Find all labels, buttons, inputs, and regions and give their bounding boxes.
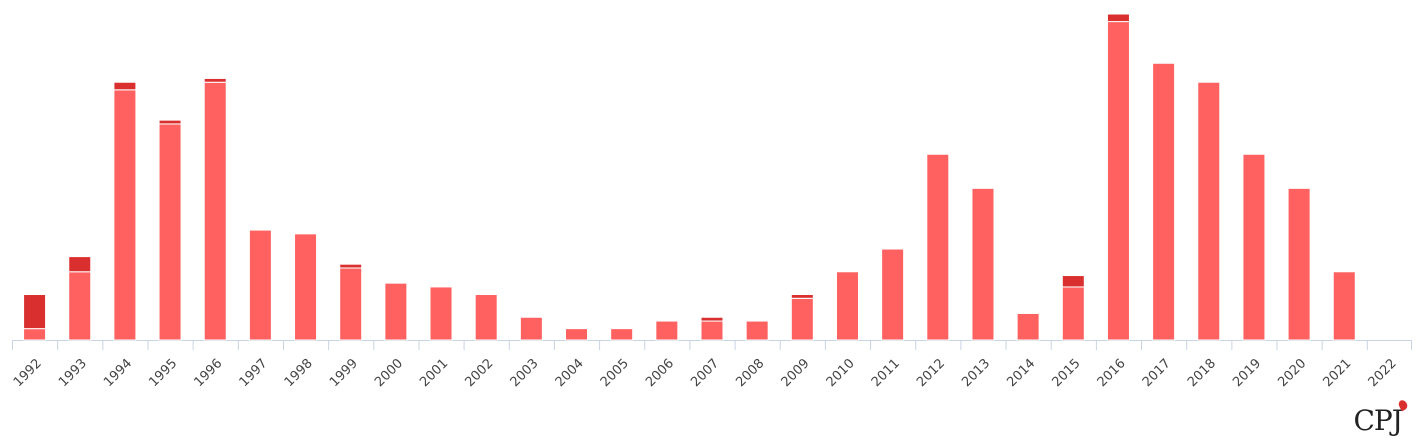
x-tick-label: 2021 <box>1320 356 1354 390</box>
x-tick-label: 2005 <box>598 356 632 390</box>
bar-secondary-2009[interactable] <box>790 294 814 299</box>
x-tick-label: 2015 <box>1050 356 1084 390</box>
x-tick-label: 2017 <box>1140 356 1174 390</box>
x-tick-label: 1992 <box>11 356 45 390</box>
x-tick-label: 2003 <box>508 356 542 390</box>
bar-primary-2015[interactable] <box>1061 286 1085 341</box>
bar-secondary-2007[interactable] <box>700 316 724 322</box>
bar-secondary-1995[interactable] <box>158 119 182 125</box>
bar-primary-2009[interactable] <box>790 297 814 341</box>
x-tick-label: 2018 <box>1185 356 1219 390</box>
bar-primary-2001[interactable] <box>429 286 453 341</box>
bar-primary-1995[interactable] <box>158 123 182 341</box>
x-tick-label: 2022 <box>1366 356 1400 390</box>
bar-primary-1993[interactable] <box>68 271 92 341</box>
bar-primary-2004[interactable] <box>565 328 589 341</box>
x-tick-label: 2009 <box>779 356 813 390</box>
x-tick-label: 2002 <box>462 356 496 390</box>
bar-primary-2018[interactable] <box>1197 81 1221 341</box>
x-tick-label: 1997 <box>237 356 271 390</box>
bar-primary-2012[interactable] <box>926 153 950 341</box>
bar-primary-1992[interactable] <box>23 328 47 341</box>
x-tick-label: 1995 <box>146 356 180 390</box>
bar-primary-1997[interactable] <box>248 229 272 341</box>
bar-primary-1998[interactable] <box>294 233 318 341</box>
x-tick-label: 2007 <box>688 356 722 390</box>
bar-primary-2006[interactable] <box>655 320 679 341</box>
x-tick-label: 2019 <box>1230 356 1264 390</box>
bar-primary-2003[interactable] <box>519 316 543 341</box>
bar-secondary-2016[interactable] <box>1106 13 1130 23</box>
bar-primary-2020[interactable] <box>1287 187 1311 341</box>
bar-primary-2005[interactable] <box>610 328 634 341</box>
cpj-logo: CPJ <box>1353 398 1409 437</box>
bar-secondary-1992[interactable] <box>23 294 47 330</box>
bar-secondary-2015[interactable] <box>1061 275 1085 288</box>
x-tick-label: 2004 <box>553 356 587 390</box>
bar-primary-1994[interactable] <box>113 89 137 341</box>
x-tick-label: 1993 <box>56 356 90 390</box>
bar-primary-2002[interactable] <box>474 294 498 341</box>
bar-primary-1999[interactable] <box>339 267 363 341</box>
x-tick-label: 2011 <box>869 356 903 390</box>
x-tick-label: 2012 <box>914 356 948 390</box>
x-tick-label: 2016 <box>1095 356 1129 390</box>
x-tick-label: 2000 <box>372 356 406 390</box>
bar-primary-2017[interactable] <box>1152 62 1176 341</box>
x-tick-label: 1998 <box>282 356 316 390</box>
bar-primary-2011[interactable] <box>881 248 905 341</box>
bar-primary-2000[interactable] <box>384 282 408 341</box>
bar-secondary-1993[interactable] <box>68 256 92 273</box>
bar-primary-1996[interactable] <box>203 81 227 341</box>
bar-primary-2007[interactable] <box>700 320 724 341</box>
x-tick-label: 2006 <box>643 356 677 390</box>
bar-primary-2019[interactable] <box>1242 153 1266 341</box>
bar-secondary-1996[interactable] <box>203 77 227 83</box>
bar-secondary-1999[interactable] <box>339 263 363 269</box>
bar-primary-2016[interactable] <box>1106 21 1130 341</box>
bar-primary-2021[interactable] <box>1332 271 1356 341</box>
logo-text: CPJ <box>1353 404 1403 437</box>
x-tick-label: 2001 <box>417 356 451 390</box>
x-tick-label: 2013 <box>959 356 993 390</box>
bar-primary-2013[interactable] <box>971 187 995 341</box>
x-tick-label: 1999 <box>327 356 361 390</box>
x-tick-label: 1996 <box>191 356 225 390</box>
x-tick-label: 1994 <box>101 356 135 390</box>
x-tick-label: 2010 <box>824 356 858 390</box>
bar-primary-2010[interactable] <box>835 271 859 341</box>
x-tick-label: 2008 <box>733 356 767 390</box>
bar-secondary-1994[interactable] <box>113 81 137 91</box>
bar-primary-2008[interactable] <box>745 320 769 341</box>
bar-primary-2014[interactable] <box>1016 312 1040 341</box>
x-tick-label: 2020 <box>1275 356 1309 390</box>
x-tick-label: 2014 <box>1004 356 1038 390</box>
